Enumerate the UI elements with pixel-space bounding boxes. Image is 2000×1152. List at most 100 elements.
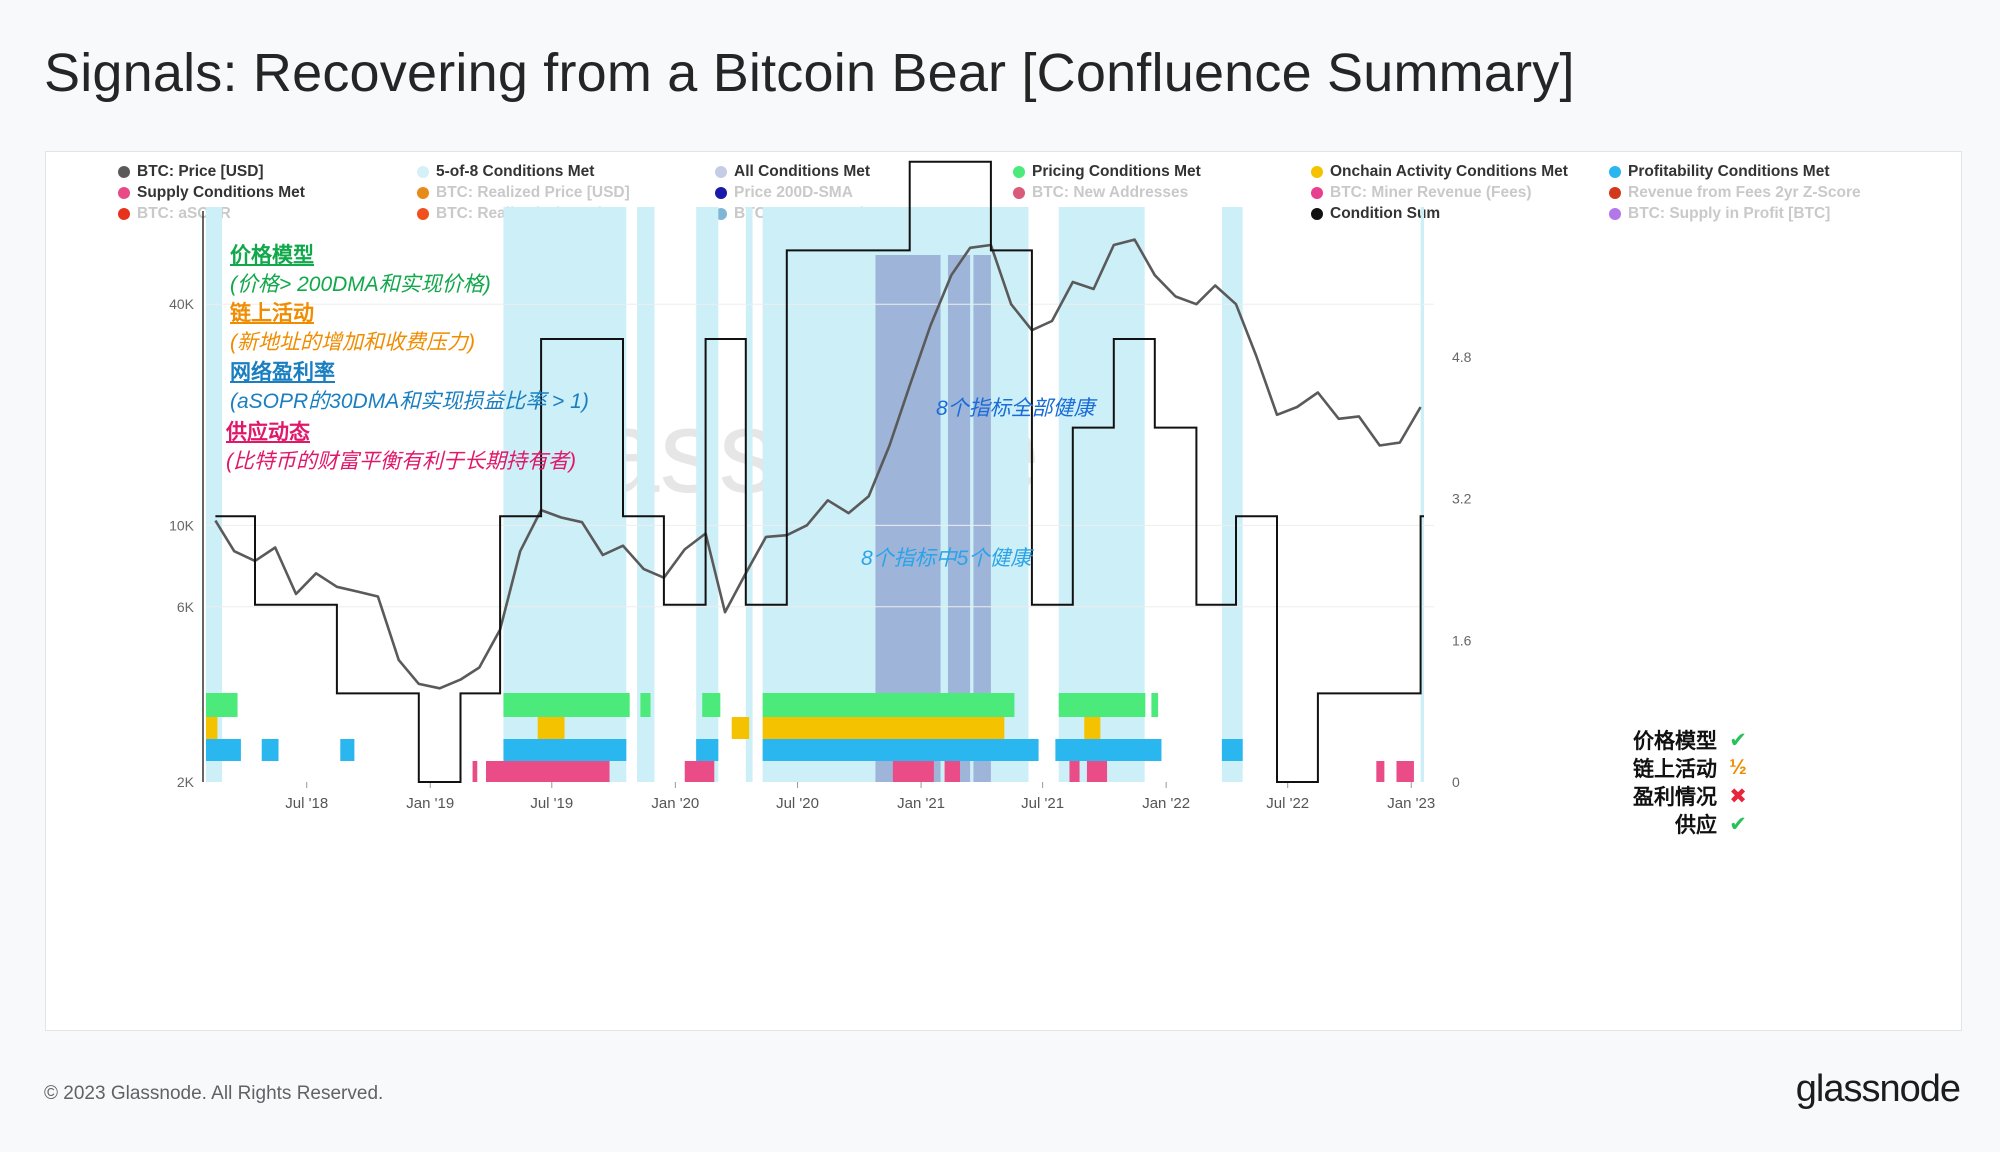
- supply-band: [1086, 761, 1108, 782]
- legend-swatch: [1609, 187, 1621, 199]
- y2-tick-label: 1.6: [1452, 632, 1472, 648]
- legend-label: Pricing Conditions Met: [1032, 163, 1201, 180]
- chart-panel: BTC: Price [USD] 5-of-8 Conditions Met All…: [45, 151, 1962, 1031]
- legend-label: Revenue from Fees 2yr Z-Score: [1628, 184, 1861, 201]
- legend-label: Condition Sum: [1330, 205, 1441, 222]
- legend-label: Supply Conditions Met: [137, 184, 305, 201]
- x-tick-label: Jul '19: [530, 795, 573, 812]
- profitability-band: [261, 739, 279, 761]
- supply-band: [1069, 761, 1080, 782]
- checklist-row: 盈利情况 ✖: [1561, 782, 1751, 810]
- legend-swatch: [417, 208, 429, 220]
- profitability-band: [503, 739, 627, 761]
- annotation-profit-head: 网络盈利率: [230, 361, 335, 384]
- x-tick-label: Jul '21: [1021, 795, 1064, 812]
- legend-swatch: [118, 208, 130, 220]
- onchain-band: [1084, 717, 1101, 739]
- checklist-label: 价格模型: [1633, 730, 1717, 753]
- checklist-row: 供应 ✔: [1561, 810, 1751, 838]
- onchain-band: [206, 717, 218, 739]
- all-conditions-band: [947, 255, 971, 782]
- profitability-band: [340, 739, 355, 761]
- copyright-text: © 2023 Glassnode. All Rights Reserved.: [44, 1083, 384, 1104]
- y-tick-label: 40K: [169, 296, 195, 312]
- legend-swatch: [1311, 208, 1323, 220]
- legend-label: 5-of-8 Conditions Met: [436, 163, 595, 180]
- profitability-band: [1221, 739, 1243, 761]
- legend-item[interactable]: BTC: Realized Price [USD]: [417, 184, 630, 202]
- brand-logo: glassnode: [1795, 1068, 1961, 1110]
- annotation-pricing-head: 价格模型: [230, 244, 314, 267]
- x-tick-label: Jan '22: [1142, 795, 1190, 812]
- legend-swatch: [417, 187, 429, 199]
- checklist-label: 盈利情况: [1633, 786, 1717, 809]
- legend-item[interactable]: BTC: Price [USD]: [118, 163, 264, 181]
- legend-swatch: [715, 187, 727, 199]
- annotation-five-healthy: 8个指标中5个健康: [861, 547, 1032, 570]
- legend-label: BTC: New Addresses: [1032, 184, 1189, 201]
- legend-item[interactable]: Supply Conditions Met: [118, 184, 305, 202]
- page-title: Signals: Recovering from a Bitcoin Bear …: [44, 43, 1575, 103]
- legend-swatch: [1311, 166, 1323, 178]
- y2-tick-label: 4.8: [1452, 349, 1472, 365]
- x-tick-label: Jan '19: [406, 795, 454, 812]
- profitability-band: [206, 739, 241, 761]
- supply-band: [892, 761, 934, 782]
- five-conditions-band: [1221, 207, 1243, 782]
- y-tick-label: 6K: [177, 599, 195, 615]
- onchain-band: [762, 717, 1005, 739]
- annotation-onchain-head: 链上活动: [230, 302, 314, 325]
- legend-item[interactable]: Pricing Conditions Met: [1013, 163, 1201, 181]
- checklist-label: 供应: [1675, 814, 1717, 837]
- price-line: [214, 238, 1422, 690]
- five-conditions-band: [503, 207, 627, 782]
- five-conditions-band: [1420, 207, 1424, 782]
- pricing-band: [1058, 693, 1146, 717]
- y-tick-label: 10K: [169, 517, 195, 533]
- legend-item[interactable]: BTC: Supply in Profit [BTC]: [1609, 205, 1830, 223]
- legend-item[interactable]: BTC: Miner Revenue (Fees): [1311, 184, 1532, 202]
- legend-item[interactable]: Profitability Conditions Met: [1609, 163, 1830, 181]
- legend-swatch: [1013, 166, 1025, 178]
- x-tick-label: Jul '18: [285, 795, 328, 812]
- legend-item[interactable]: Onchain Activity Conditions Met: [1311, 163, 1568, 181]
- condition-sum-line: [215, 160, 1424, 783]
- legend-swatch: [1609, 166, 1621, 178]
- legend-item[interactable]: Condition Sum: [1311, 205, 1440, 223]
- legend-swatch: [1311, 187, 1323, 199]
- legend-label: BTC: Price [USD]: [137, 163, 264, 180]
- checklist-mark-icon: ½: [1729, 756, 1747, 779]
- checklist-mark-icon: ✖: [1729, 784, 1747, 808]
- supply-band: [1376, 761, 1385, 782]
- five-conditions-band: [745, 207, 753, 782]
- x-tick-label: Jul '20: [776, 795, 819, 812]
- checklist-mark-icon: ✔: [1729, 728, 1747, 752]
- pricing-band: [702, 693, 721, 717]
- legend-item[interactable]: All Conditions Met: [715, 163, 870, 181]
- supply-band: [944, 761, 961, 782]
- legend-label: All Conditions Met: [734, 163, 871, 180]
- legend-item[interactable]: 5-of-8 Conditions Met: [417, 163, 594, 181]
- x-tick-label: Jan '20: [651, 795, 699, 812]
- pricing-band: [640, 693, 651, 717]
- pricing-band: [206, 693, 238, 717]
- checklist-label: 链上活动: [1633, 758, 1717, 781]
- five-conditions-band: [696, 207, 719, 782]
- onchain-band: [537, 717, 565, 739]
- annotation-supply-desc: (比特币的财富平衡有利于长期持有者): [226, 450, 576, 473]
- profitability-band: [696, 739, 719, 761]
- legend-swatch: [1609, 208, 1621, 220]
- five-conditions-band: [206, 207, 223, 782]
- legend-label: Profitability Conditions Met: [1628, 163, 1830, 180]
- legend-item[interactable]: Price 200D-SMA: [715, 184, 853, 202]
- onchain-band: [731, 717, 750, 739]
- five-conditions-band: [637, 207, 655, 782]
- annotation-onchain-desc: (新地址的增加和收费压力): [230, 331, 475, 354]
- legend-swatch: [1013, 187, 1025, 199]
- legend-item[interactable]: Revenue from Fees 2yr Z-Score: [1609, 184, 1861, 202]
- checklist-mark-icon: ✔: [1729, 812, 1747, 836]
- supply-band: [485, 761, 610, 782]
- y2-tick-label: 0: [1452, 774, 1460, 790]
- legend-item[interactable]: BTC: New Addresses: [1013, 184, 1188, 202]
